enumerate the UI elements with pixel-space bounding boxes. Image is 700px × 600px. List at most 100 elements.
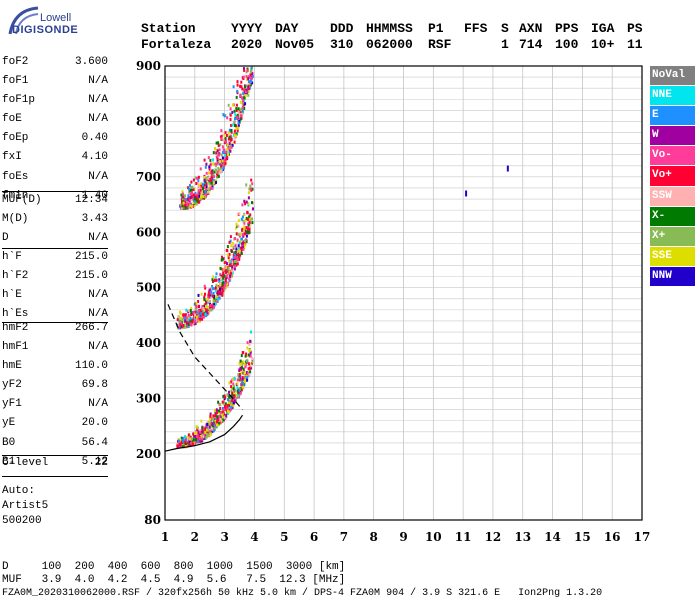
echo-mark bbox=[187, 197, 189, 201]
echo-mark bbox=[187, 186, 190, 190]
echo-mark bbox=[219, 267, 222, 271]
echo-mark bbox=[211, 172, 214, 176]
echo-mark bbox=[208, 290, 211, 294]
x-tick-label: 1 bbox=[161, 530, 169, 544]
echo-mark bbox=[192, 178, 195, 182]
echo-mark bbox=[182, 196, 185, 200]
echo-mark bbox=[248, 228, 251, 231]
echo-mark bbox=[180, 321, 183, 325]
echo-mark bbox=[231, 111, 234, 114]
echo-mark bbox=[189, 437, 191, 441]
echo-mark bbox=[182, 192, 185, 196]
echo-mark bbox=[198, 194, 201, 198]
echo-mark bbox=[203, 436, 206, 440]
echo-mark bbox=[200, 192, 203, 196]
echo-mark bbox=[206, 421, 209, 424]
hdr-value-pps: 100 bbox=[555, 37, 579, 52]
echo-mark bbox=[224, 162, 227, 166]
echo-mark bbox=[215, 162, 218, 166]
echo-mark bbox=[238, 234, 241, 238]
param-name: C-level bbox=[2, 457, 49, 469]
echo-mark bbox=[216, 170, 219, 174]
param-value: 12.34 bbox=[74, 194, 108, 206]
param-name: h`Es bbox=[2, 308, 29, 321]
echo-mark bbox=[242, 385, 245, 389]
profile-curves bbox=[164, 304, 243, 452]
hdr-label-station: Station bbox=[141, 21, 196, 36]
echo-mark bbox=[222, 113, 225, 117]
echo-mark bbox=[230, 129, 233, 133]
echo-mark bbox=[212, 429, 215, 433]
echo-mark bbox=[187, 433, 190, 437]
echo-mark bbox=[235, 226, 238, 230]
echo-mark bbox=[214, 168, 217, 172]
echo-mark bbox=[184, 435, 187, 439]
echo-mark bbox=[205, 303, 208, 307]
echo-mark bbox=[189, 322, 192, 326]
echo-mark bbox=[234, 393, 237, 397]
echo-mark bbox=[190, 441, 193, 445]
echo-mark bbox=[183, 200, 186, 204]
echo-mark bbox=[192, 439, 195, 443]
echo-mark bbox=[232, 401, 235, 405]
echo-mark bbox=[232, 387, 235, 391]
echo-mark bbox=[196, 434, 199, 438]
echo-mark bbox=[197, 309, 200, 313]
echo-mark bbox=[228, 135, 231, 139]
echo-mark bbox=[209, 304, 212, 307]
echo-mark bbox=[215, 141, 218, 145]
echo-mark bbox=[225, 270, 227, 274]
echo-mark bbox=[188, 190, 191, 194]
echo-mark bbox=[202, 195, 205, 199]
x-tick-label: 9 bbox=[399, 530, 407, 544]
echo-mark bbox=[244, 243, 247, 247]
echo-mark bbox=[214, 427, 217, 431]
echo-mark bbox=[194, 322, 197, 325]
echo-mark bbox=[200, 292, 203, 296]
echo-mark bbox=[229, 235, 232, 239]
echo-mark bbox=[222, 148, 225, 152]
echo-mark bbox=[188, 187, 191, 191]
echo-mark bbox=[192, 201, 195, 205]
echo-mark bbox=[239, 100, 242, 104]
echo-mark bbox=[231, 123, 234, 127]
echo-mark bbox=[203, 284, 206, 288]
echo-mark bbox=[240, 362, 242, 366]
echo-mark bbox=[230, 401, 233, 405]
echo-mark bbox=[205, 185, 208, 189]
echo-mark bbox=[240, 116, 243, 119]
echo-mark bbox=[193, 199, 196, 203]
echo-mark bbox=[185, 308, 188, 312]
echo-mark bbox=[184, 316, 187, 320]
echo-mark bbox=[233, 265, 236, 269]
echo-mark bbox=[226, 269, 229, 273]
echo-mark bbox=[244, 239, 246, 243]
param-row: B1 5.12 bbox=[0, 456, 108, 475]
echo-mark bbox=[197, 433, 200, 437]
echo-mark bbox=[211, 285, 214, 288]
echo-mark bbox=[202, 183, 205, 187]
echo-mark bbox=[203, 158, 206, 162]
echo-mark bbox=[201, 187, 204, 190]
hdr-value-ddd: 310 bbox=[330, 37, 354, 52]
param-value: 215.0 bbox=[74, 251, 108, 263]
echo-mark bbox=[202, 312, 204, 316]
echo-mark bbox=[214, 276, 217, 280]
echo-mark bbox=[246, 91, 248, 95]
echo-mark bbox=[249, 75, 252, 79]
echo-mark bbox=[251, 182, 254, 186]
echo-mark bbox=[227, 139, 230, 143]
echo-mark bbox=[209, 171, 212, 174]
echo-mark bbox=[242, 371, 245, 375]
echo-mark bbox=[219, 289, 222, 293]
echo-mark bbox=[248, 343, 251, 346]
echo-mark bbox=[204, 428, 207, 431]
echo-mark bbox=[236, 80, 239, 84]
echo-mark bbox=[212, 275, 215, 279]
echo-mark bbox=[186, 199, 189, 203]
echo-mark bbox=[241, 87, 244, 91]
param-value: N/A bbox=[88, 232, 108, 245]
param-row: h`E N/A bbox=[0, 289, 108, 308]
echo-mark bbox=[233, 109, 236, 113]
param-value: N/A bbox=[88, 308, 108, 321]
